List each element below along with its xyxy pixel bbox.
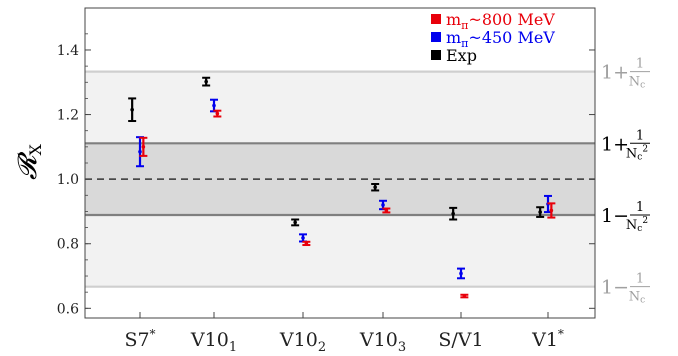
data-marker [373,185,377,190]
point-exp [449,206,458,221]
nc-label-numerator: 1 [636,200,644,215]
point-exp [291,218,300,227]
nc-label-prefix: 1− [601,205,629,227]
nc-label-numerator: 1 [636,57,644,72]
point-mpi800 [213,109,222,118]
point-mpi450 [457,267,465,280]
data-marker [381,203,385,207]
data-marker [204,79,208,84]
x-category-label: V103 [359,329,406,355]
data-marker [293,220,297,225]
legend-swatch [431,50,441,60]
nc-label-3: 1− 1 Nc [601,272,650,306]
x-category-label: V101 [190,329,237,355]
nc-label-denominator: Nc2 [626,216,648,234]
legend-swatch [431,32,441,42]
data-marker [215,111,220,116]
y-tick-label: 1.2 [57,108,79,124]
nc-label-numerator: 1 [636,128,644,143]
point-mpi450 [136,136,144,168]
point-mpi800 [460,293,469,299]
data-marker [459,271,463,276]
x-category-label: S7* [124,327,155,351]
data-marker [304,241,309,246]
y-tick-label: 1.4 [57,43,79,59]
y-tick-label: 1.0 [57,172,79,188]
data-marker [451,211,455,216]
nc-label-prefix: 1+ [601,62,629,84]
nc-label-denominator: Nc [629,75,645,91]
legend-label: mπ~450 MeV [446,28,555,50]
data-marker [301,236,305,240]
point-mpi800 [547,202,556,219]
data-marker [141,145,146,149]
nc-label-denominator: Nc2 [626,144,648,162]
nc-label-prefix: 1+ [601,133,629,155]
data-marker [130,107,134,112]
point-exp [202,76,211,87]
nc-label-prefix: 1− [601,277,629,299]
y-tick-label: 0.6 [57,301,79,317]
y-axis-label: 𝓡X [13,144,45,180]
nc-label-numerator: 1 [636,272,644,287]
nc-label-0: 1+ 1 Nc [601,57,650,91]
point-mpi800 [302,240,311,247]
point-exp [371,182,380,192]
y-tick-label: 0.8 [57,237,79,253]
legend-swatch [431,14,441,24]
data-marker [462,294,467,298]
data-points [128,76,556,299]
data-marker [384,208,389,213]
x-category-label: V102 [279,329,326,355]
x-category-label: V1* [531,327,564,351]
nc-label-denominator: Nc [629,290,645,306]
data-marker [212,103,216,108]
data-marker [549,208,554,213]
point-exp [536,206,545,218]
point-exp [128,97,137,123]
legend-label: mπ~800 MeV [446,10,555,32]
point-mpi800 [139,136,148,157]
data-marker [138,149,142,154]
point-mpi800 [382,207,391,214]
data-marker [538,210,542,214]
x-category-label: S/V1 [438,329,483,351]
legend-label: Exp [446,46,477,65]
